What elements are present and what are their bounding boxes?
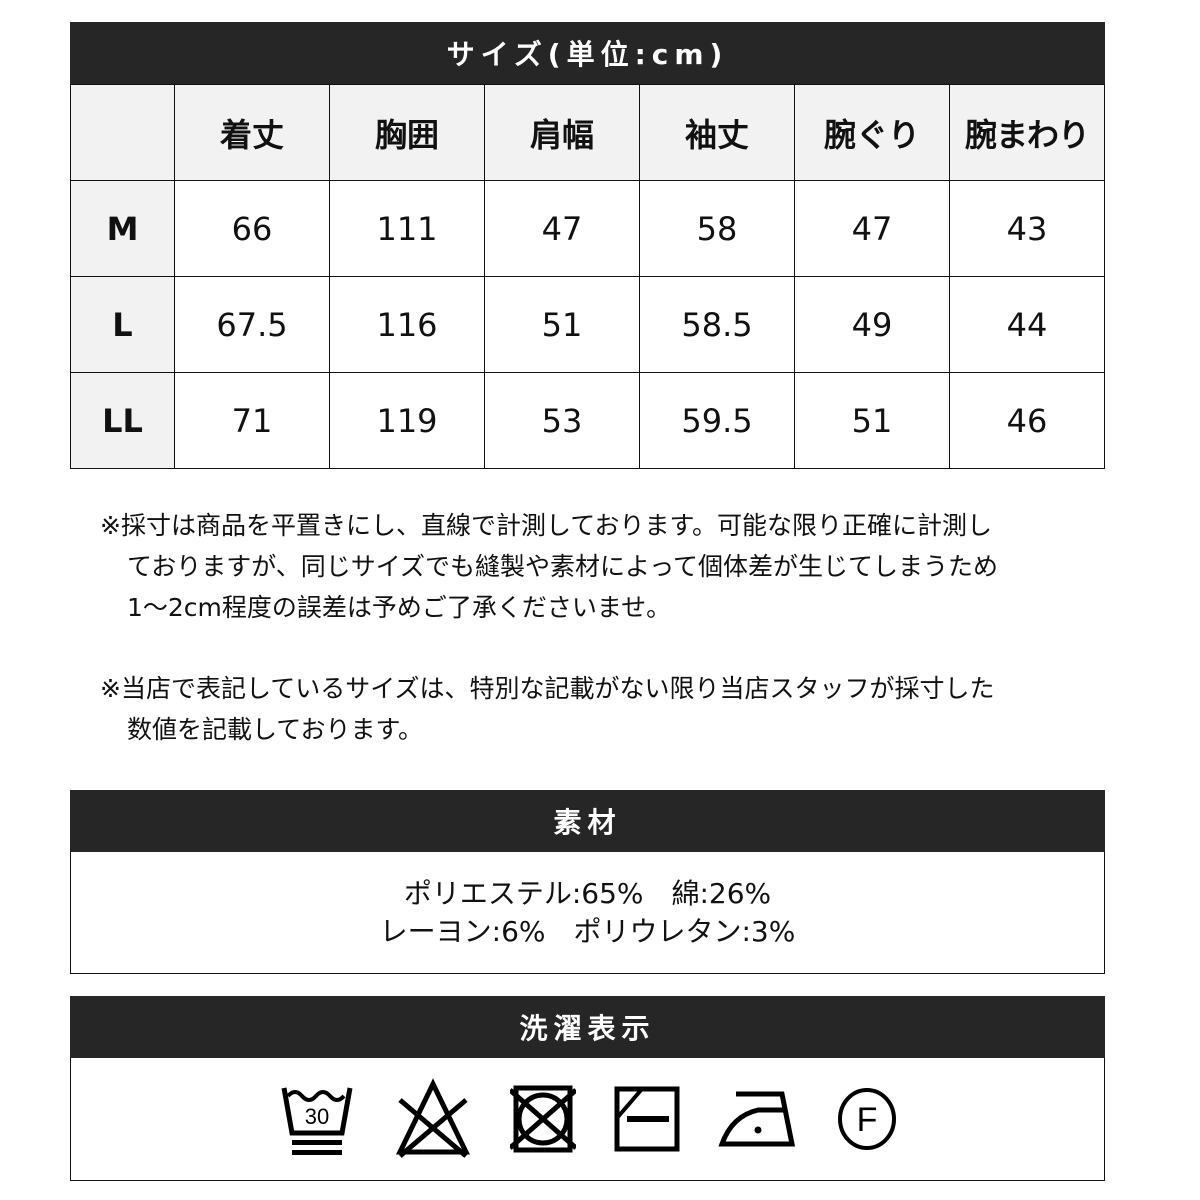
material-line: ポリエステル:65% 綿:26% xyxy=(403,876,772,910)
wash-30-very-gentle-icon: 30 xyxy=(281,1087,352,1155)
flat-dry-shade-icon xyxy=(614,1086,679,1152)
table-cell: 59.5 xyxy=(639,372,795,469)
table-row: L 67.5 116 51 58.5 49 44 xyxy=(70,276,1105,373)
material-title-text: 素材 xyxy=(553,806,622,839)
table-row: M 66 111 47 58 47 43 xyxy=(70,180,1105,277)
header-cell: 着丈 xyxy=(174,84,330,181)
table-header-row: 着丈 胸囲 肩幅 袖丈 腕ぐり 腕まわり xyxy=(70,84,1105,181)
note-line: ておりますが、同じサイズでも縫製や素材によって個体差が生じてしまうため xyxy=(127,552,999,581)
table-cell: 67.5 xyxy=(174,276,330,373)
note: ※採寸は商品を平置きにし、直線で計測しております。可能な限り正確に計測し ており… xyxy=(100,505,998,628)
table-cell: 47 xyxy=(794,180,950,277)
table-cell: 71 xyxy=(174,372,330,469)
table-cell: 58 xyxy=(639,180,795,277)
dry-clean-f-icon: F xyxy=(837,1088,896,1150)
table-cell: 111 xyxy=(329,180,485,277)
header-cell: 腕まわり xyxy=(949,84,1105,181)
header-empty-cell xyxy=(70,84,175,181)
no-bleach-icon xyxy=(395,1078,470,1158)
dry-clean-letter: F xyxy=(856,1101,877,1139)
header-cell: 胸囲 xyxy=(329,84,485,181)
size-label: L xyxy=(70,276,175,373)
material-title: 素材 xyxy=(70,790,1105,852)
note: ※当店で表記しているサイズは、特別な記載がない限り当店スタッフが採寸した 数値を… xyxy=(100,668,998,750)
table-cell: 116 xyxy=(329,276,485,373)
header-cell: 腕ぐり xyxy=(794,84,950,181)
note-line: 1〜2cm程度の誤差は予めご了承くださいませ。 xyxy=(127,593,672,622)
table-cell: 66 xyxy=(174,180,330,277)
wash-temp: 30 xyxy=(304,1104,328,1129)
size-table-title-text: サイズ(単位:cm) xyxy=(446,38,729,71)
table-cell: 47 xyxy=(484,180,640,277)
table-cell: 44 xyxy=(949,276,1105,373)
table-cell: 119 xyxy=(329,372,485,469)
table-cell: 46 xyxy=(949,372,1105,469)
table-cell: 51 xyxy=(484,276,640,373)
note-line: ※当店で表記しているサイズは、特別な記載がない限り当店スタッフが採寸した xyxy=(100,674,995,703)
table-cell: 51 xyxy=(794,372,950,469)
measurement-notes: ※採寸は商品を平置きにし、直線で計測しております。可能な限り正確に計測し ており… xyxy=(100,505,998,790)
note-line: 数値を記載しております。 xyxy=(127,715,424,744)
no-tumble-dry-icon xyxy=(509,1085,576,1153)
table-cell: 58.5 xyxy=(639,276,795,373)
table-cell: 43 xyxy=(949,180,1105,277)
size-label: LL xyxy=(70,372,175,469)
note-line: ※採寸は商品を平置きにし、直線で計測しております。可能な限り正確に計測し xyxy=(100,511,992,540)
material-line: レーヨン:6% ポリウレタン:3% xyxy=(379,914,796,948)
size-table: 着丈 胸囲 肩幅 袖丈 腕ぐり 腕まわり M 66 111 47 58 47 4… xyxy=(70,84,1105,469)
material-box: ポリエステル:65% 綿:26% レーヨン:6% ポリウレタン:3% xyxy=(70,852,1105,974)
header-cell: 肩幅 xyxy=(484,84,640,181)
table-row: LL 71 119 53 59.5 51 46 xyxy=(70,372,1105,469)
care-title-text: 洗濯表示 xyxy=(519,1012,656,1045)
size-table-title: サイズ(単位:cm) xyxy=(70,22,1105,84)
table-cell: 53 xyxy=(484,372,640,469)
header-cell: 袖丈 xyxy=(639,84,795,181)
care-title: 洗濯表示 xyxy=(70,996,1105,1058)
care-icons: 30 F xyxy=(70,1058,1105,1181)
table-cell: 49 xyxy=(794,276,950,373)
size-label: M xyxy=(70,180,175,277)
iron-low-icon xyxy=(717,1091,795,1147)
